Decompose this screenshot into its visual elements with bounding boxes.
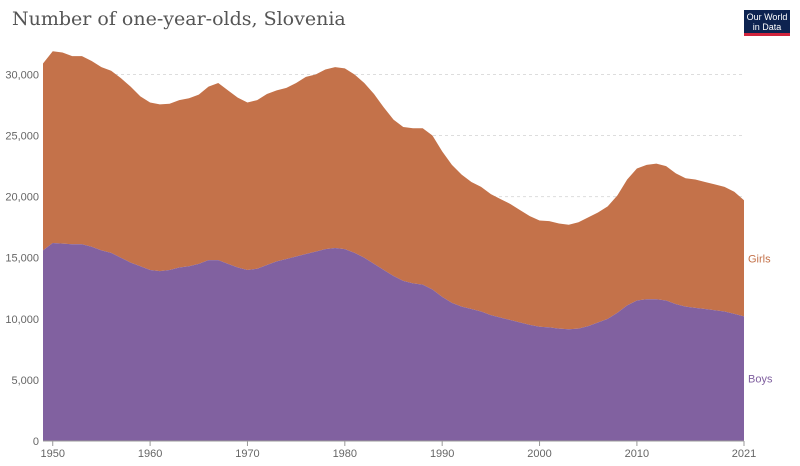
y-tick-label: 30,000 xyxy=(5,69,39,81)
x-tick-label: 1980 xyxy=(333,448,357,460)
area-series xyxy=(43,51,744,441)
x-tick-label: 2000 xyxy=(527,448,551,460)
x-tick-label: 1990 xyxy=(430,448,454,460)
x-tick-label: 1970 xyxy=(235,448,259,460)
y-tick-label: 20,000 xyxy=(5,192,39,204)
series-label-girls: Girls xyxy=(748,253,771,265)
owid-logo[interactable]: Our World in Data xyxy=(744,10,790,36)
x-tick-label: 1950 xyxy=(40,448,64,460)
series-label-boys: Boys xyxy=(748,374,773,386)
chart-title: Number of one-year-olds, Slovenia xyxy=(12,8,346,30)
series-labels: Girls Boys xyxy=(748,253,773,385)
axes: 0 5,000 10,000 15,000 20,000 25,000 30,000 1950… xyxy=(5,69,756,460)
x-tick-label: 2010 xyxy=(625,448,649,460)
girls-area[interactable] xyxy=(43,51,744,330)
boys-area[interactable] xyxy=(43,243,744,441)
y-tick-label: 25,000 xyxy=(5,131,39,143)
y-tick-label: 5,000 xyxy=(11,375,39,387)
y-tick-label: 10,000 xyxy=(5,314,39,326)
y-tick-label: 0 xyxy=(33,436,39,448)
y-tick-label: 15,000 xyxy=(5,253,39,265)
x-tick-label: 2021 xyxy=(732,448,756,460)
x-tick-label: 1960 xyxy=(138,448,162,460)
